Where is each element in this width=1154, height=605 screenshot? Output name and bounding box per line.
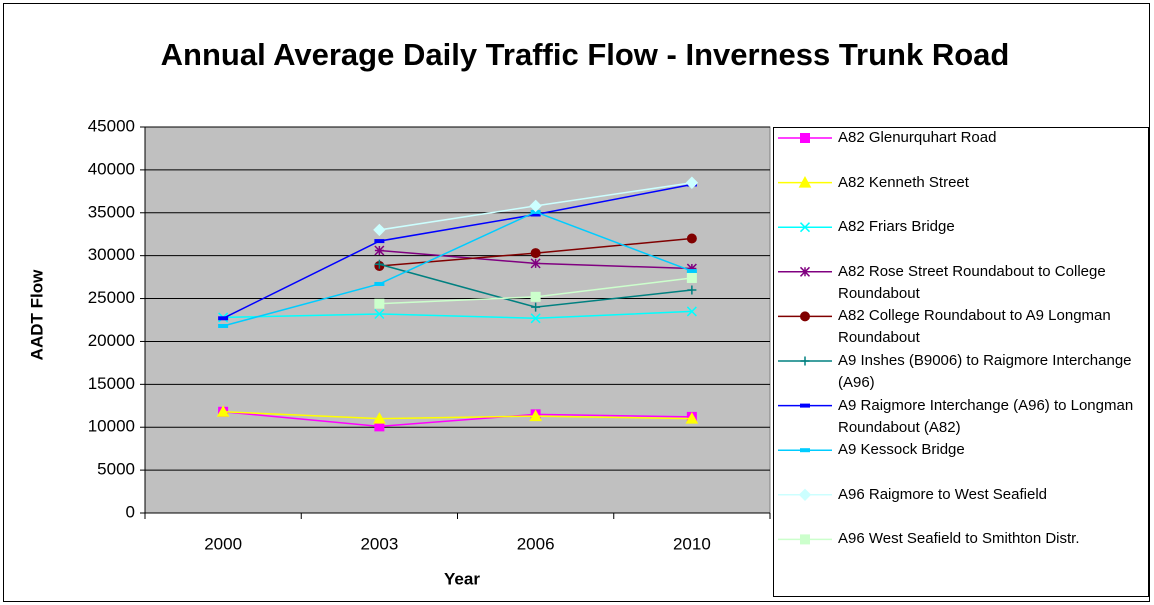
- marker: [685, 412, 699, 424]
- marker: [374, 308, 385, 320]
- marker: [530, 313, 541, 324]
- y-tick-label: 30000: [88, 245, 135, 264]
- legend-box: [773, 127, 1149, 597]
- marker: [800, 534, 810, 545]
- x-tick-label: 2000: [204, 534, 242, 553]
- series-line: [222, 211, 693, 327]
- marker: [800, 403, 810, 408]
- marker: [687, 285, 697, 295]
- y-tick-label: 40000: [88, 159, 135, 178]
- series-line: [223, 411, 692, 420]
- y-axis-title: AADT Flow: [27, 269, 46, 360]
- chart-title: Annual Average Daily Traffic Flow - Inve…: [160, 37, 1010, 72]
- marker: [218, 316, 229, 321]
- legend-label: A96 West Seafield to Smithton Distr.: [838, 530, 1080, 548]
- marker: [531, 302, 541, 312]
- marker: [800, 356, 810, 366]
- marker: [686, 233, 697, 244]
- marker: [218, 324, 229, 329]
- x-tick-label: 2003: [360, 534, 398, 553]
- marker: [686, 269, 697, 274]
- marker: [530, 248, 541, 259]
- marker: [798, 176, 812, 188]
- marker: [800, 311, 810, 322]
- y-tick-label: 0: [126, 502, 135, 521]
- y-tick-label: 15000: [88, 374, 135, 393]
- marker: [686, 306, 697, 317]
- y-tick-label: 25000: [88, 288, 135, 307]
- marker: [373, 412, 386, 424]
- marker: [799, 222, 811, 233]
- legend-label: A9 Raigmore Interchange (A96) to Longman…: [838, 396, 1134, 436]
- marker: [530, 291, 541, 302]
- marker: [686, 272, 697, 283]
- marker: [374, 281, 385, 286]
- marker: [529, 409, 542, 422]
- y-tick-label: 5000: [97, 460, 135, 479]
- marker: [686, 263, 697, 274]
- x-tick-label: 2006: [517, 534, 555, 553]
- plot-area: [144, 126, 771, 514]
- legend-label: A82 Rose Street Roundabout to College Ro…: [838, 262, 1106, 302]
- marker: [799, 266, 811, 277]
- x-axis-title: Year: [444, 569, 480, 588]
- legend-label: A9 Kessock Bridge: [838, 441, 965, 459]
- y-tick-label: 35000: [88, 202, 135, 221]
- legend-label: A96 Raigmore to West Seafield: [838, 485, 1047, 503]
- series-line: [223, 310, 692, 320]
- y-tick-label: 10000: [88, 417, 135, 436]
- legend-label: A82 College Roundabout to A9 Longman Rou…: [838, 307, 1111, 347]
- legend-label: A82 Friars Bridge: [838, 218, 955, 236]
- marker: [798, 488, 812, 502]
- marker: [374, 298, 385, 309]
- marker: [685, 176, 699, 189]
- y-tick-label: 45000: [88, 116, 135, 135]
- x-tick-label: 2010: [673, 534, 711, 553]
- marker: [800, 448, 810, 453]
- y-tick-label: 20000: [88, 331, 135, 350]
- marker: [800, 133, 810, 143]
- marker: [374, 239, 385, 244]
- marker: [373, 223, 386, 237]
- marker: [374, 245, 385, 256]
- marker: [529, 199, 542, 213]
- legend-label: A9 Inshes (B9006) to Raigmore Interchang…: [838, 352, 1132, 391]
- marker: [216, 405, 230, 417]
- series-line: [223, 411, 692, 428]
- marker: [530, 258, 541, 269]
- legend-label: A82 Glenurquhart Road: [838, 129, 997, 146]
- marker: [374, 259, 384, 269]
- legend-label: A82 Kenneth Street: [838, 173, 969, 191]
- series-line: [222, 183, 693, 319]
